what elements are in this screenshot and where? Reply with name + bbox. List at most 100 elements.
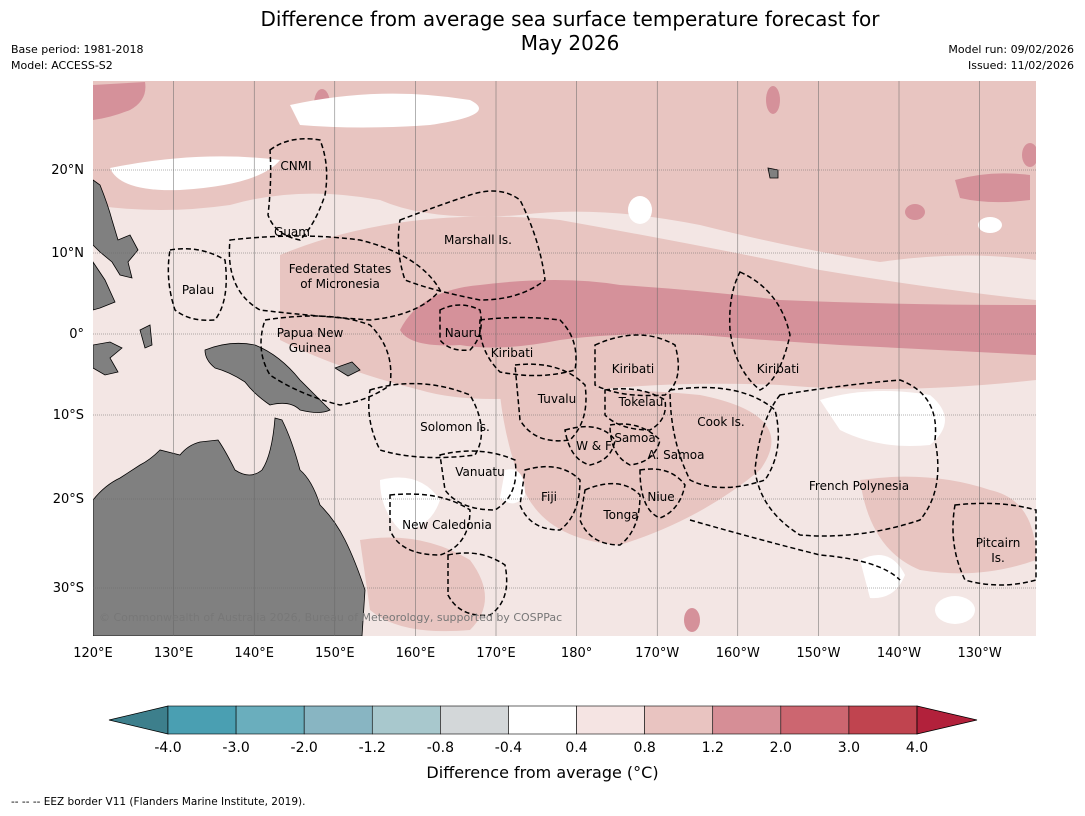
neutral-patch-3: [820, 391, 945, 446]
anomaly-spot-5: [1022, 143, 1036, 167]
eez-palau: [167, 248, 227, 322]
eez-vanuatu: [439, 450, 517, 511]
colorbar-tick-label: 2.0: [770, 740, 792, 756]
colorbar-tick-label: 3.0: [838, 740, 860, 756]
eez-fiji: [519, 465, 581, 531]
label-fsm-2: of Micronesia: [300, 277, 380, 291]
colorbar-segment: [712, 705, 782, 735]
lat-tick-label: 0°: [69, 327, 84, 342]
lat-tick-label: 20°S: [53, 492, 84, 507]
label-samoa: Samoa: [614, 431, 655, 445]
eez-png: [260, 315, 392, 406]
eez-new-caledonia: [389, 493, 471, 556]
label-nauru: Nauru: [445, 326, 481, 340]
label-fsm-1: Federated States: [289, 262, 391, 276]
lon-tick-label: 160°E: [396, 646, 436, 661]
label-new-caledonia: New Caledonia: [402, 518, 492, 532]
eez-kiribati-west: [479, 316, 577, 377]
lon-tick-label: 130°E: [154, 646, 194, 661]
label-png-2: Guinea: [289, 341, 332, 355]
copyright-notice: © Commonwealth of Australia 2026, Bureau…: [99, 611, 562, 624]
eez-cook: [669, 386, 780, 489]
land-new-britain: [334, 361, 361, 377]
lon-tick-label: 120°E: [73, 646, 113, 661]
label-niue: Niue: [647, 490, 674, 504]
eez-tonga: [579, 482, 641, 546]
map-title: Difference from average sea surface temp…: [0, 7, 1085, 55]
lon-tick-label: 130°W: [958, 646, 1002, 661]
colorbar-over-arrow: [916, 705, 978, 735]
colorbar-segment: [644, 705, 714, 735]
label-pitcairn-2: Is.: [991, 551, 1005, 565]
lon-tick-label: 170°W: [635, 646, 679, 661]
colorbar-segment: [440, 705, 509, 735]
label-wf: W & F: [576, 439, 612, 453]
label-kiribati-east: Kiribati: [757, 362, 799, 376]
neutral-spot-3: [935, 596, 975, 624]
model-name: Model: ACCESS-S2: [11, 59, 113, 72]
lon-tick-label: 140°E: [234, 646, 274, 661]
land-philippines: [93, 179, 139, 279]
label-fiji: Fiji: [541, 490, 557, 504]
eez-niue: [639, 468, 686, 519]
colorbar-tick-label: 4.0: [906, 740, 928, 756]
colorbar-segment: [303, 705, 373, 735]
label-png-1: Papua New: [277, 326, 344, 340]
label-tonga: Tonga: [602, 508, 638, 522]
colorbar-tick-label: -1.2: [359, 740, 386, 756]
colorbar-tick-label: -4.0: [154, 740, 181, 756]
lon-tick-label: 170°E: [476, 646, 516, 661]
label-kiribati-west: Kiribati: [491, 346, 533, 360]
land-hawaii: [767, 167, 779, 179]
colorbar: -4.0 -3.0 -2.0 -1.2 -0.8 -0.4 0.4 0.8 1.2 2.0 3.0 4…: [108, 705, 978, 756]
eez-tuvalu: [514, 363, 587, 442]
meta-left: Base period: 1981-2018 Model: ACCESS-S2: [11, 42, 143, 74]
colorbar-tick-label: -3.0: [222, 740, 249, 756]
label-cook: Cook Is.: [697, 415, 744, 429]
colorbar-segment: [235, 705, 305, 735]
colorbar-tick-label: -2.0: [291, 740, 318, 756]
anomaly-patch-southeast: [860, 476, 1036, 574]
label-solomon: Solomon Is.: [420, 420, 490, 434]
lon-tick-label: 140°W: [877, 646, 921, 661]
land-new-guinea: [204, 342, 331, 413]
lon-tick-label: 160°W: [716, 646, 760, 661]
colorbar-tick-label: 0.8: [634, 740, 656, 756]
lat-tick-label: 10°N: [51, 246, 84, 261]
eez-kiribati-east: [728, 271, 791, 391]
land-sulawesi: [93, 341, 123, 376]
colorbar-tick-label: 0.4: [565, 740, 587, 756]
label-palau: Palau: [182, 283, 214, 297]
land-halmahera: [139, 324, 153, 349]
label-french-polynesia: French Polynesia: [809, 479, 909, 493]
neutral-patch-4: [380, 477, 440, 530]
label-vanuatu: Vanuatu: [455, 465, 505, 479]
anomaly-spot-2: [766, 86, 780, 114]
eez-french-polynesia: [754, 379, 939, 537]
issued-date: Issued: 11/02/2026: [967, 59, 1074, 72]
anomaly-patch-southwest: [360, 537, 485, 632]
colorbar-segment: [167, 705, 237, 735]
anomaly-spot-3: [905, 204, 925, 220]
colorbar-segment: [371, 705, 441, 735]
neutral-patch-2: [110, 156, 280, 191]
base-period: Base period: 1981-2018: [11, 43, 144, 56]
eez-marshall: [397, 190, 546, 301]
colorbar-label: Difference from average (°C): [426, 763, 659, 782]
label-guam: Guam: [274, 225, 310, 239]
colorbar-tick-label: 1.2: [702, 740, 724, 756]
eez-borders: [167, 138, 1037, 617]
anomaly-tongue: [400, 280, 1036, 355]
label-american-samoa: A. Samoa: [648, 448, 705, 462]
colorbar-segment: [576, 705, 645, 735]
neutral-spot-1: [628, 196, 652, 224]
map-area: [93, 81, 1036, 636]
land-australia: [93, 417, 366, 636]
label-tuvalu: Tuvalu: [537, 392, 577, 406]
lat-tick-label: 20°N: [51, 163, 84, 178]
colorbar-tick-label: -0.8: [427, 740, 454, 756]
title-line-2: May 2026: [520, 31, 620, 55]
meta-right: Model run: 09/02/2026 Issued: 11/02/2026: [948, 42, 1074, 74]
neutral-patch-6: [500, 469, 525, 504]
